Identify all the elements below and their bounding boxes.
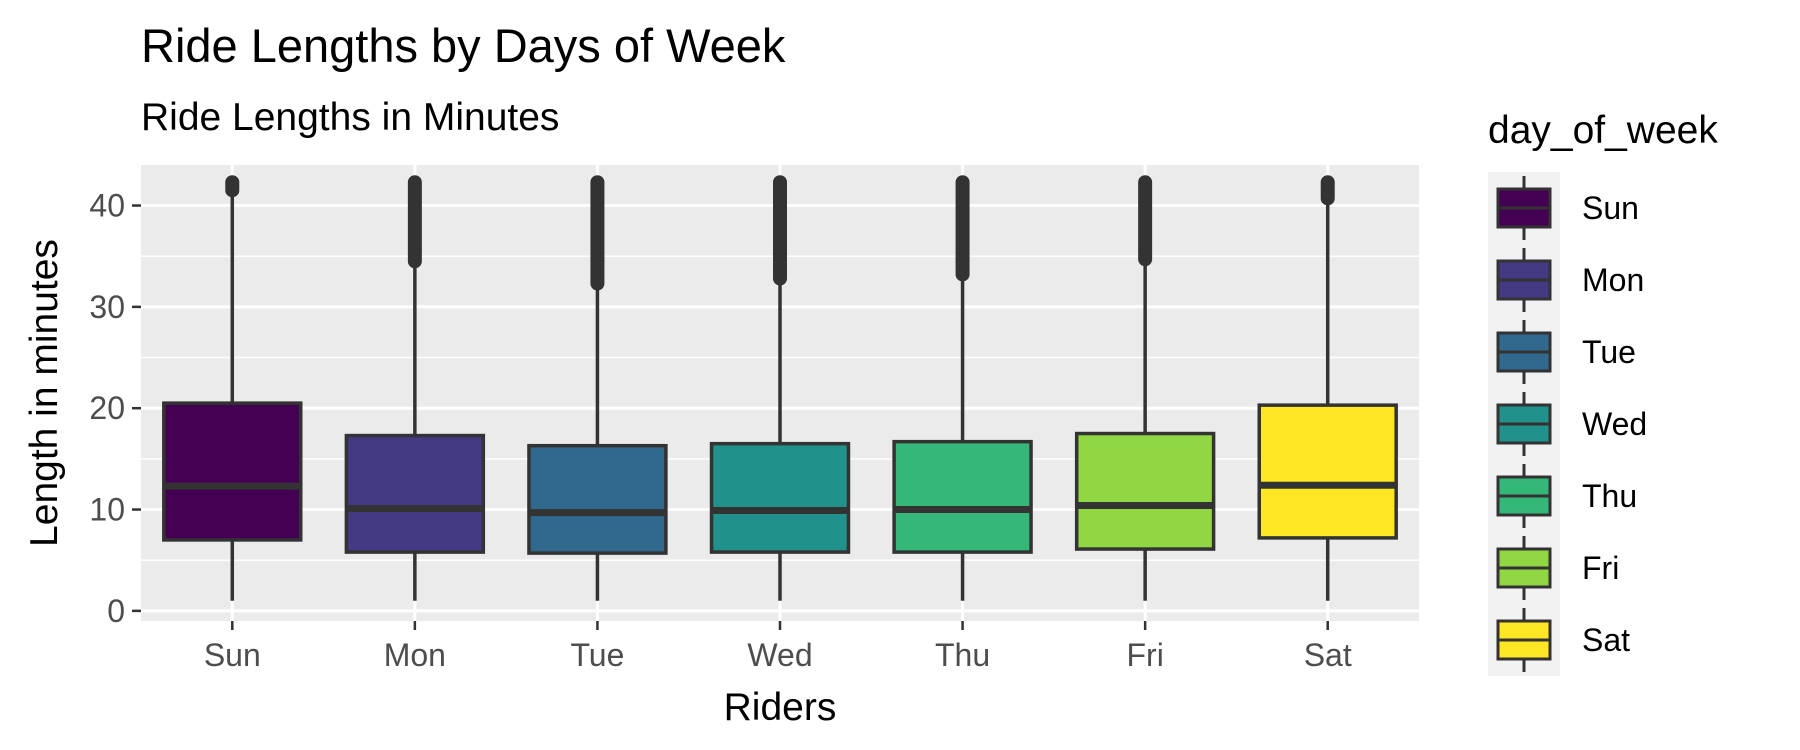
legend-item-wed: Wed <box>1496 392 1647 456</box>
legend-item-thu: Thu <box>1496 464 1637 528</box>
legend-label: Thu <box>1582 478 1637 514</box>
box-rect <box>527 443 668 555</box>
legend-label: Wed <box>1582 406 1647 442</box>
x-tick-label: Sun <box>204 637 261 673</box>
legend-item-sat: Sat <box>1496 608 1630 672</box>
box-tue <box>527 175 668 601</box>
box-layer <box>162 175 1398 601</box>
chart-subtitle: Ride Lengths in Minutes <box>141 96 559 139</box>
box-wed <box>709 175 851 601</box>
chart-title: Ride Lengths by Days of Week <box>141 19 786 72</box>
legend-label: Fri <box>1582 550 1619 586</box>
y-tick-label: 10 <box>89 492 125 528</box>
box-rect <box>344 433 486 554</box>
y-tick-label: 20 <box>89 390 125 426</box>
box-rect <box>162 401 303 542</box>
y-tick-label: 0 <box>107 593 125 629</box>
legend-label: Mon <box>1582 262 1644 298</box>
box-rect <box>1074 431 1216 551</box>
legend: Sun Mon Tue Wed Thu Fri Sat <box>1488 172 1647 676</box>
box-fri <box>1074 175 1216 601</box>
x-tick-label: Mon <box>384 637 446 673</box>
x-axis-title: Riders <box>724 686 837 729</box>
y-tick-label: 40 <box>89 188 125 224</box>
legend-item-mon: Mon <box>1496 248 1644 312</box>
y-tick-label: 30 <box>89 289 125 325</box>
legend-item-tue: Tue <box>1496 320 1636 384</box>
box-thu <box>892 175 1033 601</box>
box-rect <box>1257 403 1398 540</box>
x-tick-label: Sat <box>1304 637 1352 673</box>
x-tick-label: Thu <box>935 637 990 673</box>
legend-label: Sun <box>1582 190 1639 226</box>
box-sat <box>1257 175 1398 601</box>
x-tick-label: Fri <box>1126 637 1163 673</box>
x-axis: Sun Mon Tue Wed Thu Fri Sat <box>204 621 1352 673</box>
y-axis-title: Length in minutes <box>23 239 66 547</box>
x-tick-label: Tue <box>570 637 624 673</box>
box-mon <box>344 175 486 601</box>
x-tick-label: Wed <box>747 637 812 673</box>
box-rect <box>709 441 851 554</box>
legend-item-sun: Sun <box>1496 176 1639 240</box>
legend-item-fri: Fri <box>1496 536 1619 600</box>
legend-label: Tue <box>1582 334 1636 370</box>
box-rect <box>892 439 1033 554</box>
box-sun <box>162 175 303 601</box>
legend-title: day_of_week <box>1488 109 1718 152</box>
y-axis: 0 10 20 30 40 <box>89 188 141 629</box>
legend-label: Sat <box>1582 622 1630 658</box>
